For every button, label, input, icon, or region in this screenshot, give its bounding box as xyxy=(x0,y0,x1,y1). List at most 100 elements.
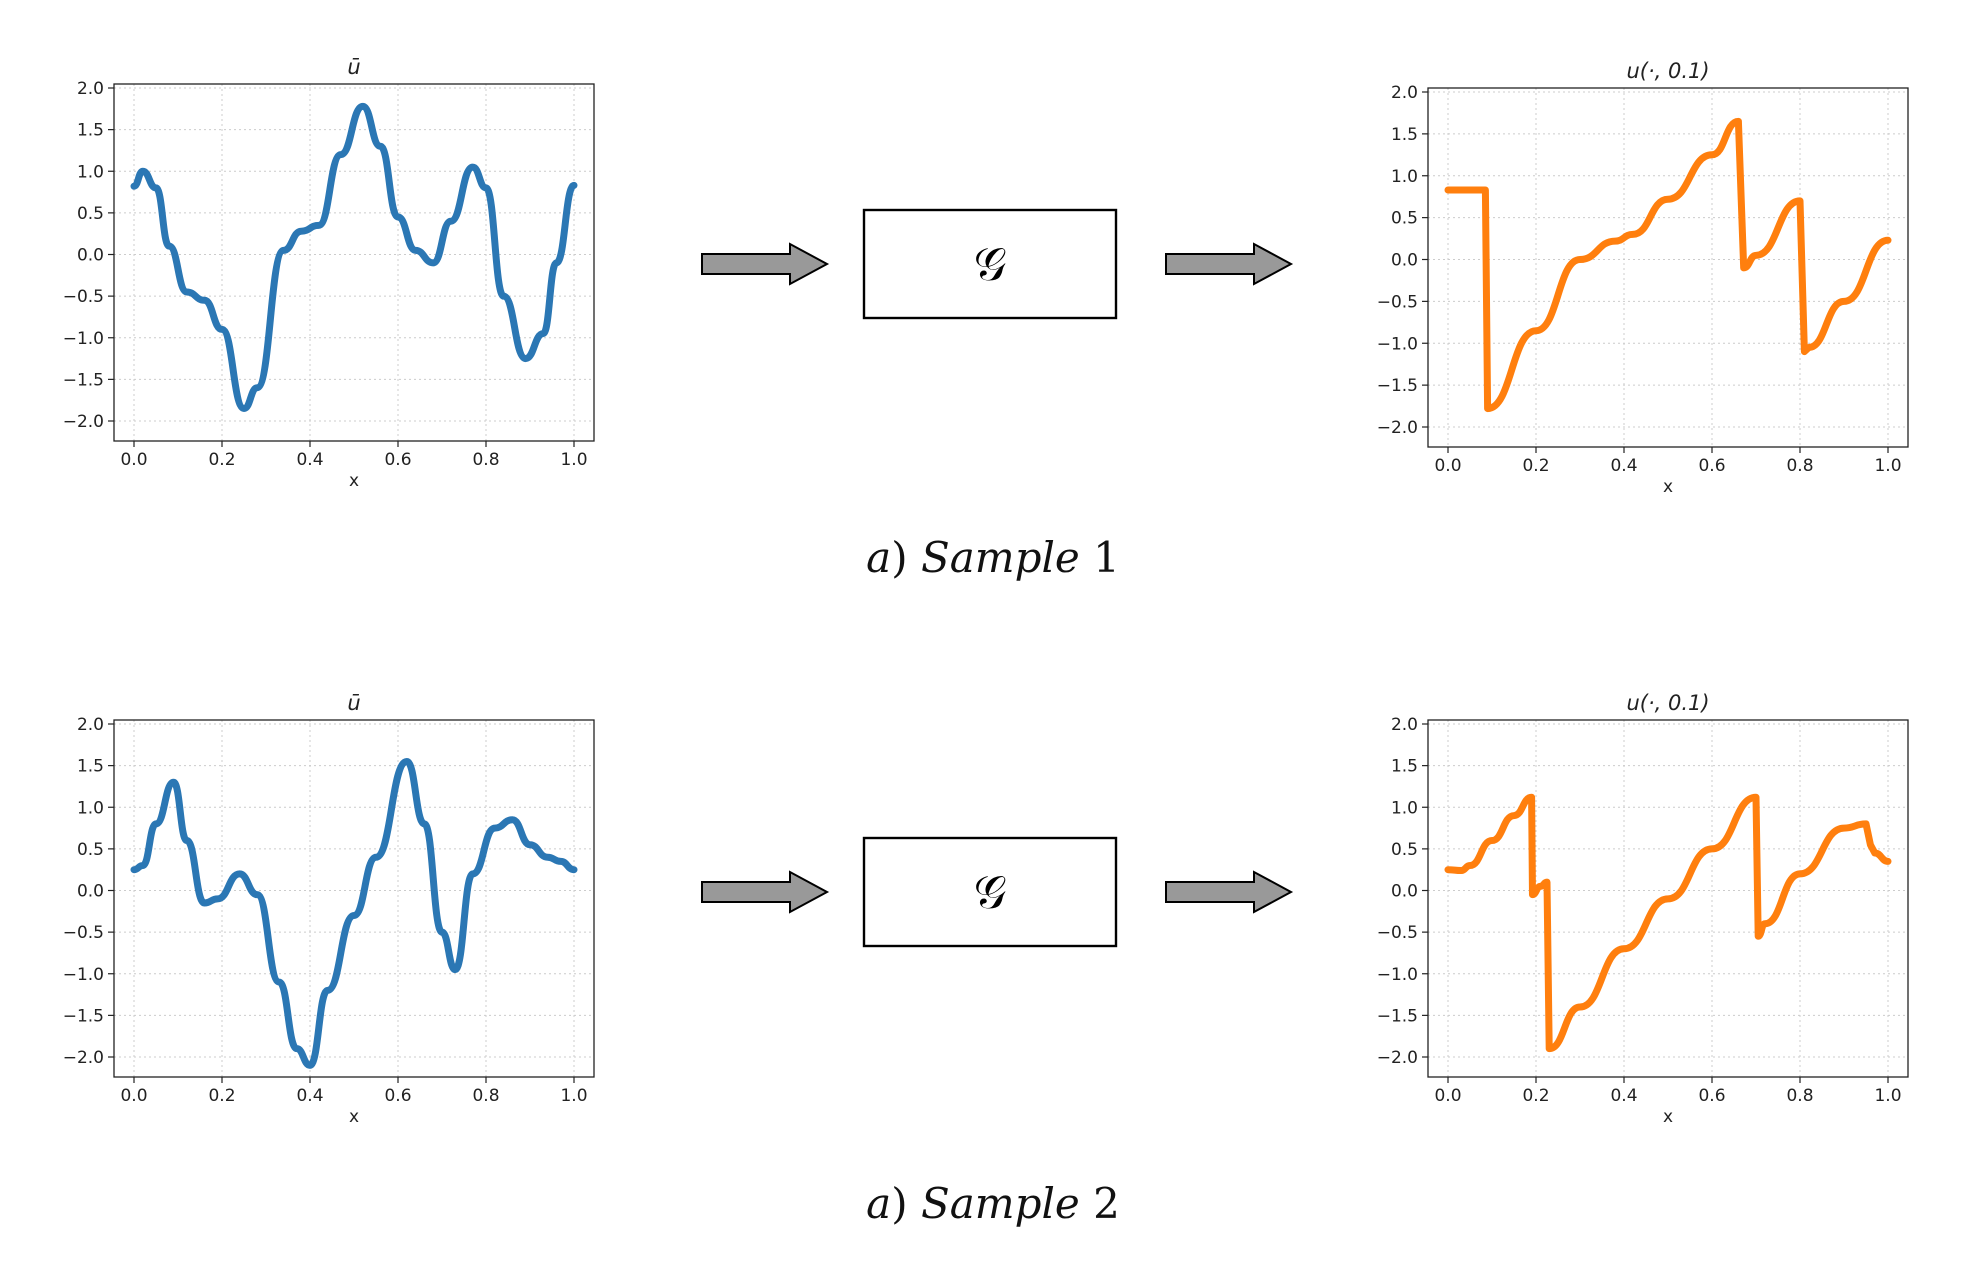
y-tick-label: 0.5 xyxy=(77,840,104,860)
operator-block-2: 𝒢 xyxy=(862,836,1118,948)
plot-title: u(·, 0.1) xyxy=(1626,59,1709,83)
series-line xyxy=(1444,793,1892,1053)
arrow-out-1 xyxy=(1165,242,1294,286)
x-tick-label: 0.4 xyxy=(1610,1086,1637,1106)
plot-title: ū xyxy=(347,691,360,715)
x-tick-label: 0.2 xyxy=(208,1086,235,1106)
caption-sample-2: a) Sample 2 xyxy=(866,1179,1120,1228)
x-tick-label: 0.8 xyxy=(1786,456,1813,476)
plot-frame xyxy=(113,83,595,442)
caption-word: Sample xyxy=(921,533,1080,582)
caption-letter: a xyxy=(866,1179,891,1228)
x-tick-label: 1.0 xyxy=(1874,456,1901,476)
plot-title: u(·, 0.1) xyxy=(1626,691,1709,715)
y-tick-label: 0.0 xyxy=(77,882,104,902)
caption-word: Sample xyxy=(921,1179,1080,1228)
y-tick-label: 0.5 xyxy=(77,204,104,224)
y-tick-label: −1.5 xyxy=(1377,1006,1418,1026)
x-tick-label: 0.6 xyxy=(1698,1086,1725,1106)
y-tick-label: 0.5 xyxy=(1391,209,1418,229)
y-tick-label: −0.5 xyxy=(1377,292,1418,312)
x-tick-label: 0.8 xyxy=(472,1086,499,1106)
x-tick-label: 0.4 xyxy=(1610,456,1637,476)
y-tick-label: 1.5 xyxy=(1391,125,1418,145)
y-tick-label: −0.5 xyxy=(1377,923,1418,943)
y-tick-label: 1.0 xyxy=(77,798,104,818)
x-axis-label: x xyxy=(349,471,359,491)
arrow-out-2 xyxy=(1165,870,1294,914)
x-tick-label: 0.4 xyxy=(296,450,323,470)
y-tick-label: −1.0 xyxy=(63,965,104,985)
x-tick-label: 0.2 xyxy=(208,450,235,470)
plot-frame xyxy=(1427,719,1909,1078)
x-tick-label: 1.0 xyxy=(1874,1086,1901,1106)
x-tick-label: 1.0 xyxy=(560,450,587,470)
series-line xyxy=(1444,117,1892,413)
operator-symbol: 𝒢 xyxy=(974,237,1007,291)
y-tick-label: −1.5 xyxy=(1377,376,1418,396)
y-tick-label: 1.5 xyxy=(1391,757,1418,777)
y-tick-label: 2.0 xyxy=(1391,83,1418,103)
y-tick-label: −2.0 xyxy=(63,412,104,432)
y-tick-label: 1.0 xyxy=(1391,798,1418,818)
y-tick-label: −2.0 xyxy=(1377,418,1418,438)
operator-box xyxy=(862,836,1118,948)
input-plot-1: 0.0 0.2 0.4 0.6 0.8 1.0 −2.0 −1.5 −1.0 −0.5 0.0 0.5… xyxy=(63,55,595,491)
x-tick-label: 0.4 xyxy=(296,1086,323,1106)
y-tick-label: −1.0 xyxy=(63,329,104,349)
y-tick-label: 0.0 xyxy=(1391,251,1418,271)
caption-paren: ) xyxy=(891,1179,921,1228)
x-tick-label: 0.0 xyxy=(120,450,147,470)
plot-title: ū xyxy=(347,55,360,79)
y-tick-label: 0.5 xyxy=(1391,840,1418,860)
y-tick-label: −1.5 xyxy=(63,370,104,390)
y-tick-label: 1.5 xyxy=(77,121,104,141)
x-tick-label: 0.0 xyxy=(120,1086,147,1106)
x-axis-label: x xyxy=(1663,1107,1673,1127)
y-tick-label: 1.0 xyxy=(77,162,104,182)
caption-letter: a xyxy=(866,533,891,582)
y-tick-label: −2.0 xyxy=(1377,1048,1418,1068)
x-tick-label: 0.6 xyxy=(384,1086,411,1106)
y-tick-label: 0.0 xyxy=(1391,882,1418,902)
caption-number: 2 xyxy=(1080,1179,1120,1228)
x-tick-label: 0.2 xyxy=(1522,456,1549,476)
caption-paren: ) xyxy=(891,533,921,582)
y-tick-label: 0.0 xyxy=(77,246,104,266)
y-tick-label: −0.5 xyxy=(63,287,104,307)
output-plot-2: 0.0 0.2 0.4 0.6 0.8 1.0 −2.0 −1.5 −1.0 −0.5 0.0 0.5… xyxy=(1377,691,1909,1127)
caption-number: 1 xyxy=(1080,533,1120,582)
x-axis-label: x xyxy=(1663,477,1673,497)
x-tick-label: 0.0 xyxy=(1434,456,1461,476)
input-plot-2: 0.0 0.2 0.4 0.6 0.8 1.0 −2.0 −1.5 −1.0 −0.5 0.0 0.5… xyxy=(63,691,595,1127)
y-tick-label: 1.5 xyxy=(77,757,104,777)
x-tick-label: 0.6 xyxy=(384,450,411,470)
x-axis-label: x xyxy=(349,1107,359,1127)
x-tick-label: 1.0 xyxy=(560,1086,587,1106)
operator-symbol: 𝒢 xyxy=(974,865,1007,919)
x-tick-label: 0.0 xyxy=(1434,1086,1461,1106)
arrow-in-1 xyxy=(701,242,830,286)
arrow-in-2 xyxy=(701,870,830,914)
x-tick-label: 0.2 xyxy=(1522,1086,1549,1106)
y-tick-label: 1.0 xyxy=(1391,167,1418,187)
y-tick-label: −0.5 xyxy=(63,923,104,943)
operator-block-1: 𝒢 xyxy=(862,208,1118,320)
output-plot-1: 0.0 0.2 0.4 0.6 0.8 1.0 −2.0 −1.5 −1.0 −0.5 0.0 0.5… xyxy=(1377,59,1909,497)
x-tick-label: 0.8 xyxy=(472,450,499,470)
y-tick-label: 2.0 xyxy=(77,79,104,99)
plot-frame xyxy=(1427,87,1909,448)
series-line xyxy=(130,102,578,413)
y-tick-label: 2.0 xyxy=(1391,715,1418,735)
y-tick-label: −1.0 xyxy=(1377,965,1418,985)
x-tick-label: 0.6 xyxy=(1698,456,1725,476)
y-tick-label: −1.0 xyxy=(1377,334,1418,354)
y-tick-label: 2.0 xyxy=(77,715,104,735)
x-tick-label: 0.8 xyxy=(1786,1086,1813,1106)
y-tick-label: −1.5 xyxy=(63,1006,104,1026)
y-tick-label: −2.0 xyxy=(63,1048,104,1068)
plot-frame xyxy=(113,719,595,1078)
operator-box xyxy=(862,208,1118,320)
caption-sample-1: a) Sample 1 xyxy=(866,533,1120,582)
